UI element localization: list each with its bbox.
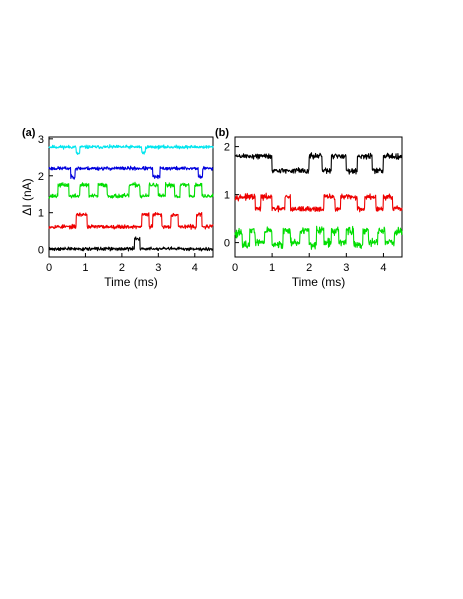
y-axis-title: ΔI (nA) [20,178,34,215]
series-trace-3 [234,225,403,250]
series-trace-2 [234,192,403,213]
x-tick-label: 3 [155,262,161,274]
x-axis-title: Time (ms) [104,275,158,289]
panel-label: (a) [22,127,36,139]
y-tick-label: 0 [38,245,44,257]
x-axis-title: Time (ms) [292,275,346,289]
series-trace-1 [48,144,214,155]
series-trace-1 [234,152,403,175]
x-tick-label: 0 [46,262,52,274]
plot-frame [234,136,403,258]
panel-label: (b) [215,127,229,139]
y-tick-label: 1 [38,208,44,220]
y-tick-label: 2 [38,171,44,183]
x-tick-label: 4 [192,262,198,274]
y-tick-label: 3 [38,134,44,146]
x-tick-label: 0 [232,262,238,274]
x-tick-label: 2 [306,262,312,274]
series-trace-3 [48,181,214,199]
y-tick-label: 0 [224,238,230,250]
series-trace-4 [48,211,214,230]
x-tick-label: 2 [119,262,125,274]
series-trace-5 [48,236,214,252]
y-tick-label: 2 [224,142,230,154]
x-tick-label: 4 [380,262,386,274]
x-tick-label: 3 [343,262,349,274]
x-tick-label: 1 [269,262,275,274]
x-tick-label: 1 [82,262,88,274]
y-tick-label: 1 [224,190,230,202]
plot-frame [48,136,214,258]
series-trace-2 [48,165,214,180]
